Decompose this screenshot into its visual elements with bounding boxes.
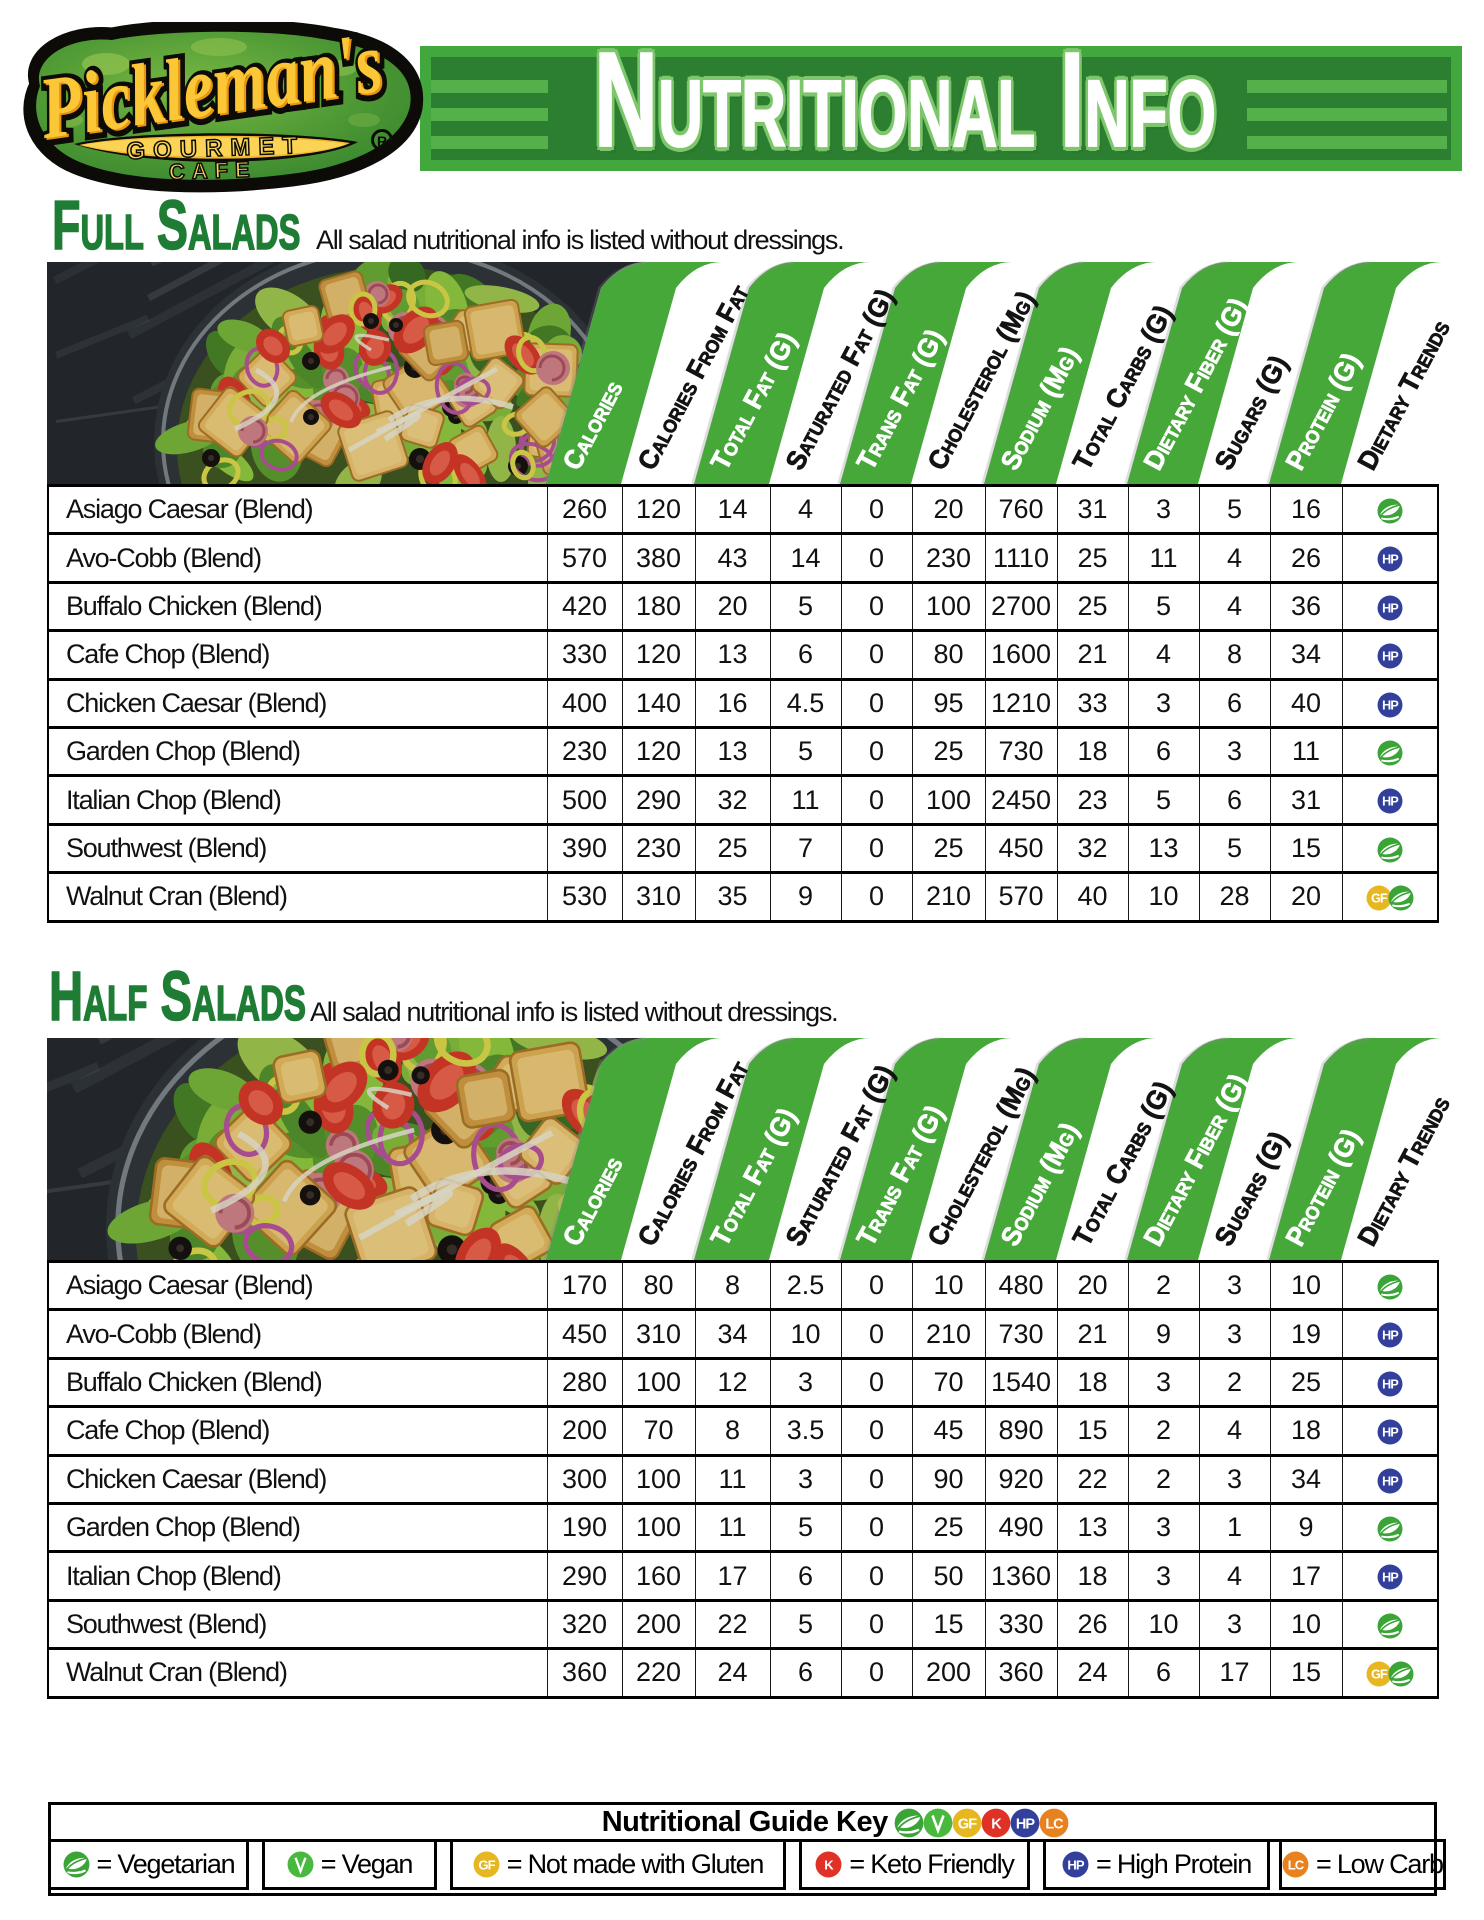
svg-text:HP: HP <box>1382 1329 1398 1343</box>
svg-text:HP: HP <box>1382 1474 1398 1488</box>
svg-text:HP: HP <box>1016 1817 1035 1833</box>
svg-text:K: K <box>825 1857 835 1872</box>
svg-text:HP: HP <box>1382 1377 1398 1391</box>
svg-text:CAFE: CAFE <box>168 156 257 184</box>
svg-text:HP: HP <box>1382 650 1398 664</box>
svg-text:R: R <box>377 133 387 149</box>
svg-text:HP: HP <box>1382 553 1398 567</box>
svg-text:HP: HP <box>1382 698 1398 712</box>
svg-text:HP: HP <box>1067 1857 1085 1872</box>
svg-text:LC: LC <box>1288 1857 1305 1872</box>
svg-text:K: K <box>992 1817 1003 1833</box>
svg-text:GF: GF <box>1371 892 1388 906</box>
svg-text:LC: LC <box>1046 1817 1065 1833</box>
svg-text:HP: HP <box>1382 1426 1398 1440</box>
svg-text:HP: HP <box>1382 795 1398 809</box>
svg-text:GF: GF <box>1371 1668 1388 1682</box>
svg-text:HP: HP <box>1382 601 1398 615</box>
svg-text:GF: GF <box>958 1817 977 1833</box>
svg-text:GOURMET: GOURMET <box>126 132 306 165</box>
svg-text:HP: HP <box>1382 1571 1398 1585</box>
svg-text:GF: GF <box>478 1857 495 1872</box>
